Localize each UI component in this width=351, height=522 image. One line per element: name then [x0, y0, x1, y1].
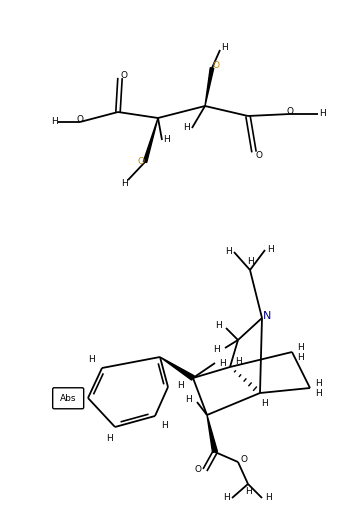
Text: O: O — [194, 466, 201, 474]
Polygon shape — [205, 68, 214, 106]
Text: H: H — [219, 359, 225, 367]
Text: H: H — [316, 388, 322, 397]
Text: Abs: Abs — [60, 394, 77, 403]
Text: H: H — [316, 378, 322, 387]
Polygon shape — [207, 415, 217, 453]
Text: O: O — [120, 70, 127, 79]
Text: H: H — [121, 179, 127, 187]
Text: H: H — [298, 352, 304, 362]
Polygon shape — [160, 357, 194, 380]
Text: H: H — [88, 355, 95, 364]
Text: H: H — [223, 493, 229, 503]
Text: O: O — [138, 158, 145, 167]
Text: H: H — [298, 342, 304, 351]
Text: H: H — [178, 381, 184, 390]
Text: H: H — [184, 124, 190, 133]
Text: H: H — [214, 346, 220, 354]
FancyBboxPatch shape — [53, 388, 84, 409]
Text: H: H — [247, 256, 253, 266]
Text: H: H — [161, 421, 167, 430]
Text: H: H — [234, 358, 241, 366]
Text: O: O — [286, 106, 293, 115]
Text: N: N — [263, 311, 271, 321]
Text: H: H — [164, 136, 170, 145]
Text: O: O — [212, 61, 219, 69]
Text: H: H — [267, 245, 274, 255]
Text: H: H — [265, 493, 271, 503]
Text: O: O — [240, 455, 247, 464]
Polygon shape — [143, 118, 158, 162]
Text: H: H — [261, 398, 267, 408]
Text: H: H — [214, 322, 221, 330]
Text: H: H — [225, 247, 231, 256]
Text: O: O — [256, 150, 263, 160]
Text: H: H — [106, 434, 113, 443]
Text: H: H — [319, 110, 325, 118]
Text: O: O — [77, 114, 84, 124]
Text: H: H — [245, 487, 251, 495]
Text: H: H — [186, 396, 192, 405]
Text: H: H — [221, 42, 227, 52]
Text: H: H — [51, 117, 57, 126]
